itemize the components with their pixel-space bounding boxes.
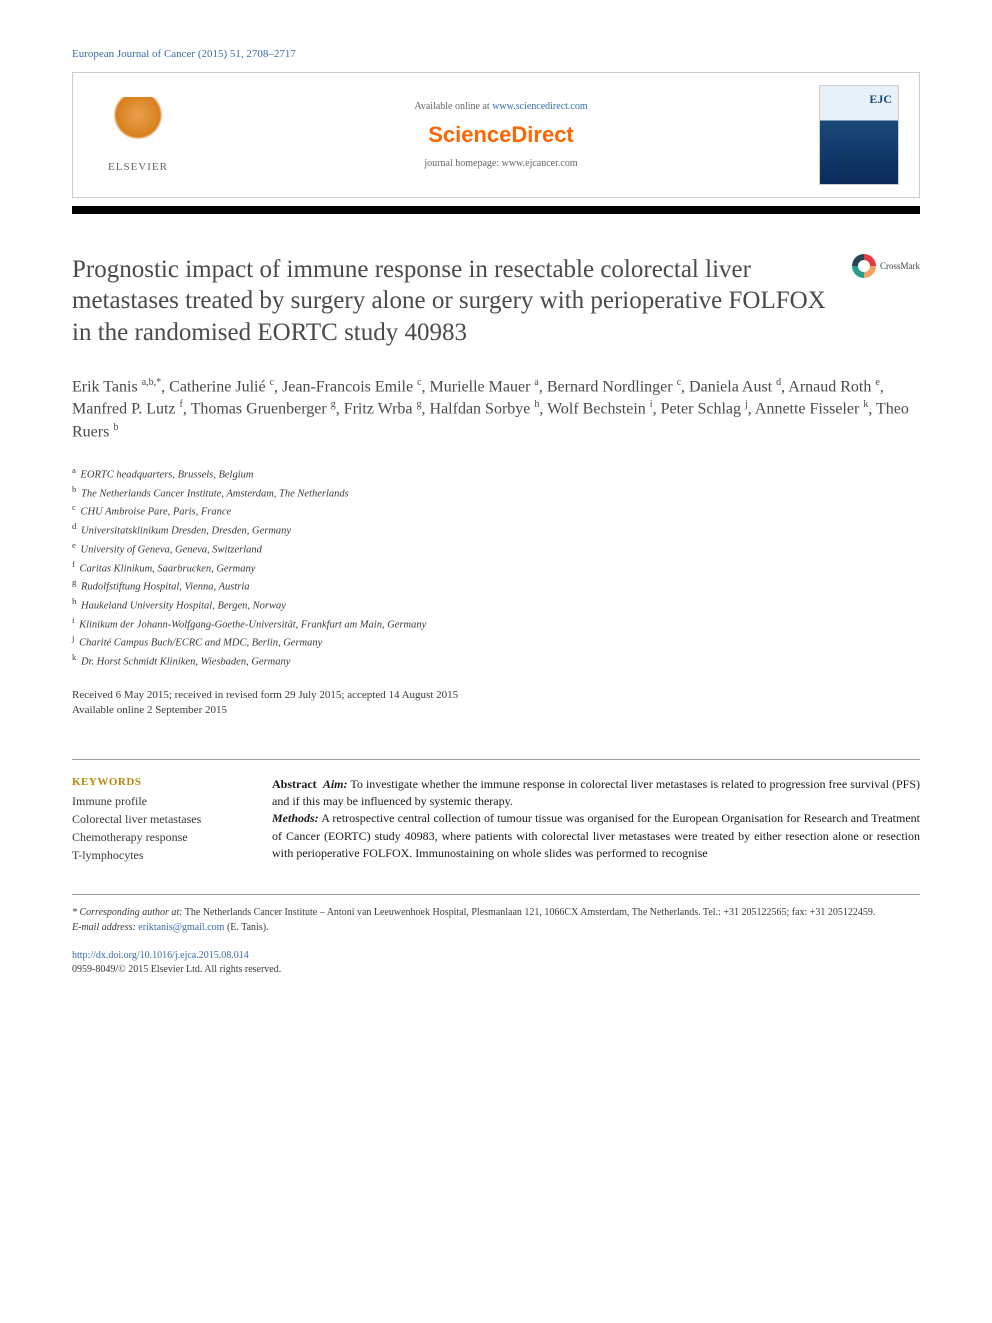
issn-copyright: 0959-8049/© 2015 Elsevier Ltd. All right…: [72, 964, 281, 975]
corresponding-email-link[interactable]: eriktanis@gmail.com: [138, 922, 224, 933]
affiliation-item: g Rudolfstiftung Hospital, Vienna, Austr…: [72, 576, 920, 595]
abstract-methods-text: A retrospective central collection of tu…: [272, 811, 920, 860]
abstract-aim-label: Aim:: [323, 777, 348, 791]
sciencedirect-brand: ScienceDirect: [203, 122, 799, 148]
sciencedirect-url-link[interactable]: www.sciencedirect.com: [492, 101, 587, 112]
corresponding-label: * Corresponding author at:: [72, 907, 182, 918]
journal-homepage-link[interactable]: www.ejcancer.com: [502, 158, 578, 169]
authors-list: Erik Tanis a,b,*, Catherine Julié c, Jea…: [72, 376, 920, 444]
keywords-heading: KEYWORDS: [72, 776, 242, 788]
elsevier-logo: ELSEVIER: [93, 90, 183, 180]
affiliation-item: k Dr. Horst Schmidt Kliniken, Wiesbaden,…: [72, 651, 920, 670]
keyword-item: T-lymphocytes: [72, 846, 242, 864]
doi-link[interactable]: http://dx.doi.org/10.1016/j.ejca.2015.08…: [72, 950, 249, 961]
elsevier-tree-icon: [103, 97, 173, 157]
crossmark-icon: [852, 254, 876, 278]
journal-citation: European Journal of Cancer (2015) 51, 27…: [72, 48, 920, 60]
dates-received: Received 6 May 2015; received in revised…: [72, 688, 920, 703]
banner-center: Available online at www.sciencedirect.co…: [203, 101, 799, 169]
keyword-item: Chemotherapy response: [72, 828, 242, 846]
keyword-item: Colorectal liver metastases: [72, 810, 242, 828]
journal-cover-thumbnail: [819, 85, 899, 185]
publisher-banner: ELSEVIER Available online at www.science…: [72, 72, 920, 198]
keywords-list: Immune profileColorectal liver metastase…: [72, 792, 242, 864]
homepage-prefix: journal homepage:: [424, 158, 501, 169]
elsevier-label: ELSEVIER: [108, 161, 168, 173]
dates-online: Available online 2 September 2015: [72, 703, 920, 718]
crossmark-badge[interactable]: CrossMark: [852, 254, 920, 278]
abstract-label: Abstract: [272, 777, 317, 791]
affiliation-item: e University of Geneva, Geneva, Switzerl…: [72, 539, 920, 558]
email-label: E-mail address:: [72, 922, 138, 933]
footer-rule: [72, 894, 920, 895]
affiliation-item: a EORTC headquarters, Brussels, Belgium: [72, 464, 920, 483]
affiliation-item: j Charité Campus Buch/ECRC and MDC, Berl…: [72, 632, 920, 651]
doi-block: http://dx.doi.org/10.1016/j.ejca.2015.08…: [72, 949, 920, 977]
corresponding-address: The Netherlands Cancer Institute – Anton…: [182, 907, 875, 918]
affiliation-item: d Universitatsklinikum Dresden, Dresden,…: [72, 520, 920, 539]
affiliation-item: h Haukeland University Hospital, Bergen,…: [72, 595, 920, 614]
abstract-aim-text: To investigate whether the immune respon…: [272, 777, 920, 808]
affiliation-item: c CHU Ambroise Pare, Paris, France: [72, 501, 920, 520]
keywords-column: KEYWORDS Immune profileColorectal liver …: [72, 776, 242, 864]
abstract-column: Abstract Aim: To investigate whether the…: [272, 776, 920, 864]
keyword-item: Immune profile: [72, 792, 242, 810]
available-prefix: Available online at: [414, 101, 492, 112]
affiliation-item: i Klinikum der Johann-Wolfgang-Goethe-Un…: [72, 614, 920, 633]
affiliation-item: b The Netherlands Cancer Institute, Amst…: [72, 483, 920, 502]
article-dates: Received 6 May 2015; received in revised…: [72, 688, 920, 719]
article-title: Prognostic impact of immune response in …: [72, 254, 832, 348]
affiliation-item: f Caritas Klinikum, Saarbrucken, Germany: [72, 558, 920, 577]
abstract-methods-label: Methods:: [272, 811, 319, 825]
black-divider-bar: [72, 206, 920, 214]
corresponding-author-block: * Corresponding author at: The Netherlan…: [72, 905, 920, 935]
crossmark-label: CrossMark: [880, 261, 920, 271]
email-suffix: (E. Tanis).: [224, 922, 268, 933]
affiliations-list: a EORTC headquarters, Brussels, Belgiumb…: [72, 464, 920, 670]
